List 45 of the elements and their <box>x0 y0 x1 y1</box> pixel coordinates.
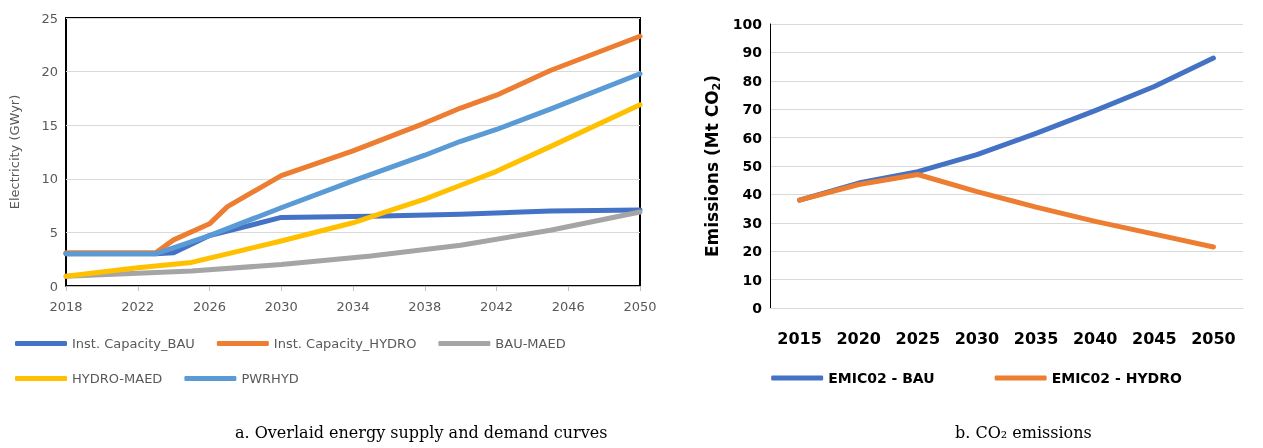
x-tick-label: 2038 <box>408 299 442 314</box>
x-tick-label: 2026 <box>192 299 227 314</box>
x-tick-label: 2042 <box>479 299 514 314</box>
y-tick-label: 20 <box>41 64 58 80</box>
legend-label: Inst. Capacity_HYDRO <box>273 336 417 351</box>
x-tick-label: 2020 <box>836 328 881 348</box>
y-axis-title: Emissions (Mt CO2) <box>702 74 723 258</box>
x-tick-label: 2050 <box>1191 328 1236 348</box>
y-tick-label: 100 <box>732 16 763 32</box>
x-tick-label: 2025 <box>895 328 941 348</box>
y-tick-label: 5 <box>49 224 58 240</box>
legend-label: EMIC02 - HYDRO <box>1051 370 1182 386</box>
x-tick-label: 2030 <box>264 299 298 314</box>
y-tick-label: 10 <box>41 171 58 187</box>
y-tick-label: 80 <box>742 72 763 89</box>
x-tick-label: 2040 <box>1072 328 1118 348</box>
x-tick-label: 2022 <box>121 299 155 314</box>
x-tick-label: 2050 <box>623 299 657 314</box>
legend-label: EMIC02 - BAU <box>828 370 935 386</box>
x-tick-label: 2034 <box>336 299 370 314</box>
x-tick-label: 2018 <box>49 299 83 314</box>
y-tick-label: 10 <box>742 271 763 288</box>
legend-label: HYDRO-MAED <box>72 371 163 386</box>
x-tick-label: 2035 <box>1013 328 1059 348</box>
x-tick-label: 2046 <box>551 299 585 314</box>
y-tick-label: 20 <box>742 243 763 260</box>
y-tick-label: 70 <box>742 101 763 118</box>
text: b. CO₂ emissions <box>955 422 1092 442</box>
y-tick-label: 40 <box>742 186 763 203</box>
text: a. Overlaid energy supply and demand curves <box>235 422 608 442</box>
y-tick-label: 0 <box>752 300 763 316</box>
legend-label: PWRHYD <box>241 371 299 386</box>
x-tick-label: 2015 <box>777 328 822 348</box>
y-tick-label: 0 <box>49 278 58 294</box>
x-tick-label: 2045 <box>1132 328 1177 348</box>
y-axis-title: Electricity (GWyr) <box>7 94 22 210</box>
y-tick-label: 90 <box>742 44 763 61</box>
y-tick-label: 25 <box>41 10 58 26</box>
y-tick-label: 30 <box>742 214 763 231</box>
y-tick-label: 50 <box>742 158 763 174</box>
legend-label: BAU-MAED <box>495 336 566 351</box>
legend-label: Inst. Capacity_BAU <box>72 336 195 351</box>
y-tick-label: 15 <box>41 117 58 133</box>
x-tick-label: 2030 <box>954 328 1000 348</box>
y-tick-label: 60 <box>742 129 763 146</box>
